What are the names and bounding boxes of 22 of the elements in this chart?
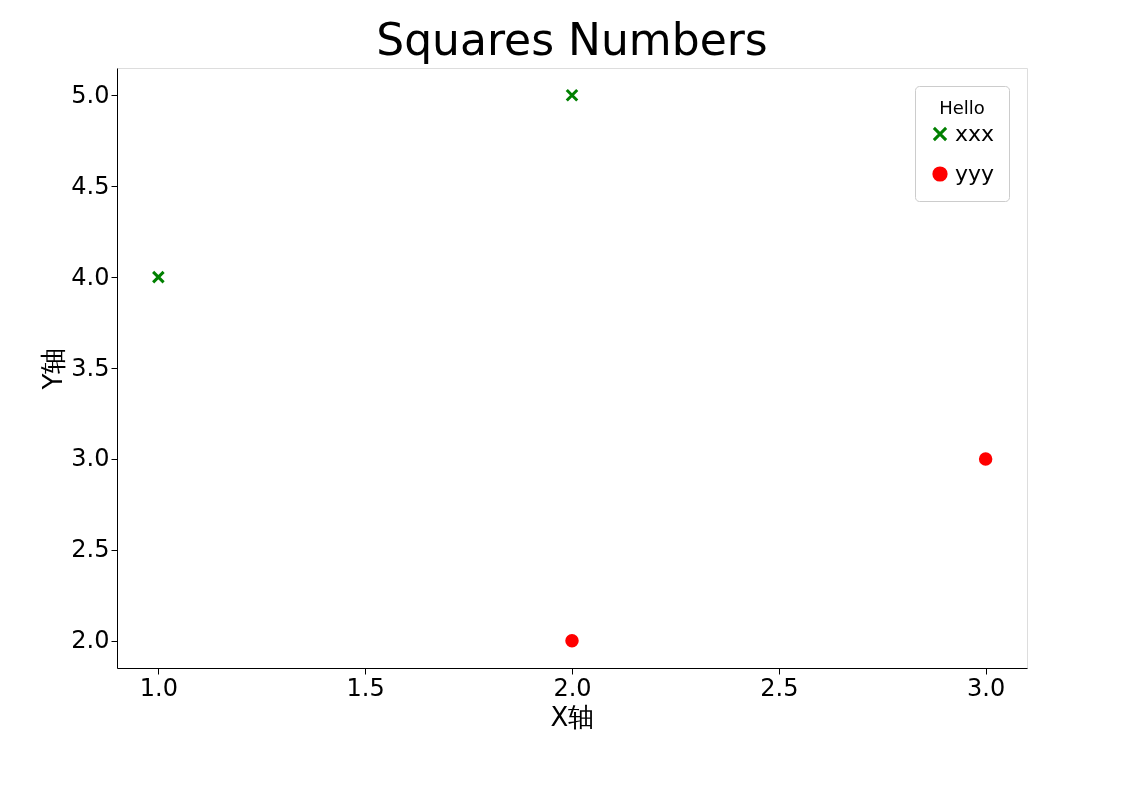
y-tick-label: 4.0 [71,262,110,291]
y-tick-label: 3.5 [71,353,110,382]
legend-label: xxx [955,121,995,146]
x-tick-label: 1.0 [139,673,178,702]
point [978,452,993,466]
x-axis-title: X轴 [550,701,595,732]
y-tick-label: 2.5 [71,535,110,564]
x-tick-label: 3.0 [967,673,1006,702]
y-tick-label: 3.0 [71,444,110,473]
x-tick-label: 2.5 [760,673,799,702]
y-tick-label: 2.0 [71,626,110,655]
chart-title: Squares Numbers [376,14,768,65]
y-axis-title: Y轴 [38,347,69,391]
legend-title: Hello [939,97,985,118]
x-tick-label: 1.5 [346,673,385,702]
y-tick-label: 4.5 [71,171,110,200]
point [151,270,166,284]
point [565,88,579,103]
x-tick-label: 2.0 [553,673,592,702]
legend-label: yyy [955,161,995,186]
point [565,633,579,648]
y-tick-label: 5.0 [71,80,110,109]
